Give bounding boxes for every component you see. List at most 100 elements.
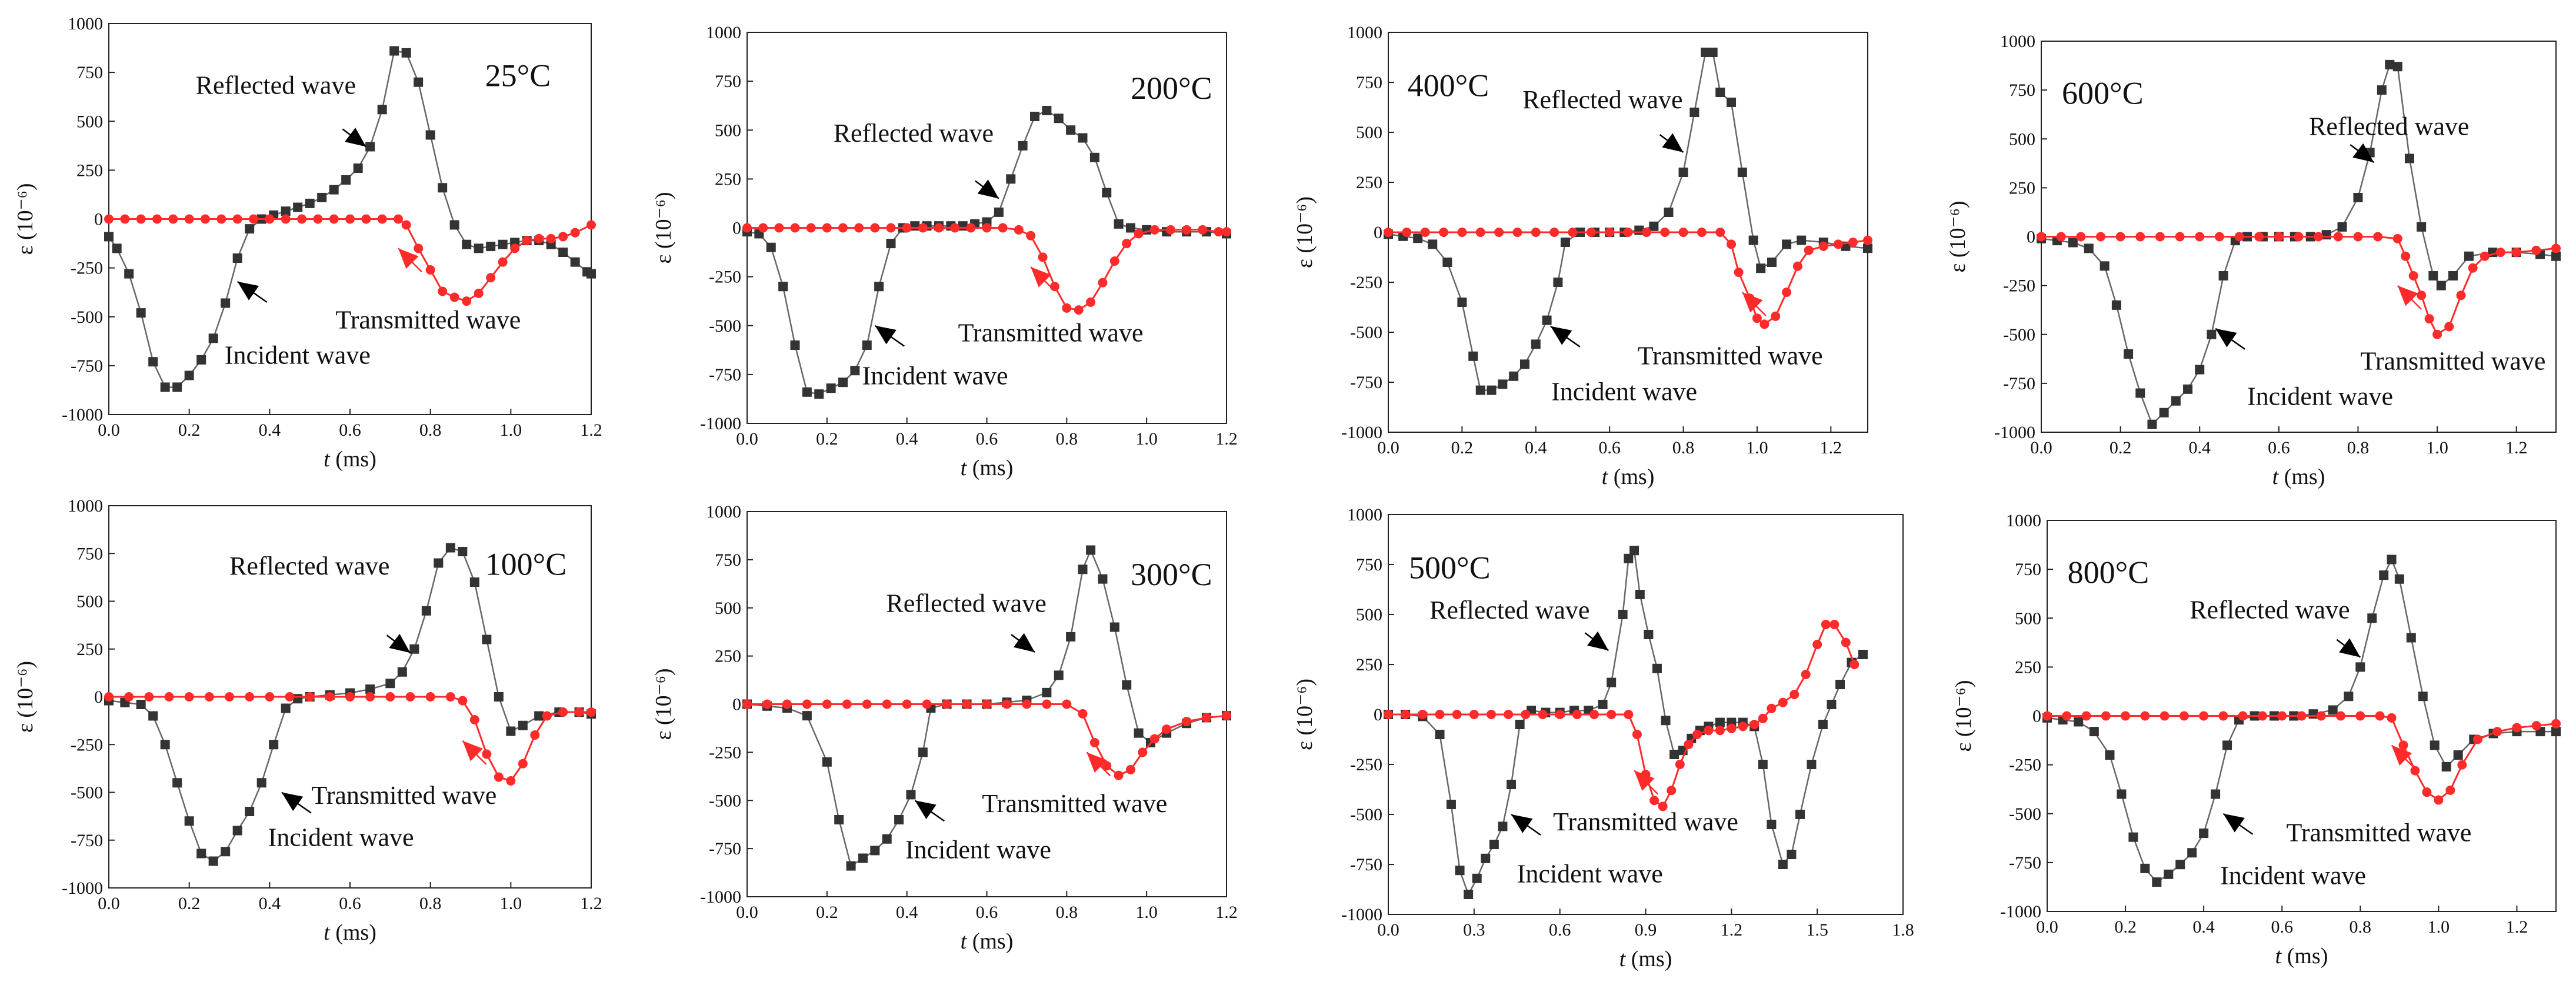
incident-reflected-point — [870, 846, 880, 856]
incident-reflected-point — [862, 340, 872, 350]
incident-reflected-point — [2428, 271, 2438, 280]
x-tick-label: 0.2 — [2110, 438, 2132, 457]
incident-reflected-point — [421, 606, 431, 616]
transmitted-point — [1789, 690, 1799, 699]
incident-reflected-point — [1078, 565, 1088, 575]
y-tick-label: 500 — [1356, 605, 1382, 624]
incident-reflected-point — [1531, 339, 1541, 349]
transmitted-point — [774, 223, 784, 233]
transmitted-point — [469, 715, 479, 724]
incident-reflected-point — [1098, 574, 1108, 584]
incident-reflected-point — [112, 243, 122, 253]
transmitted-point — [1222, 711, 1231, 721]
incident-reflected-point — [1661, 716, 1671, 726]
incident-reflected-point — [256, 778, 266, 788]
transmitted-point — [2410, 766, 2420, 776]
y-tick-label: 0 — [2027, 228, 2035, 247]
incident-reflected-point — [232, 826, 242, 836]
transmitted-point — [2392, 233, 2402, 243]
transmitted-point — [168, 214, 178, 224]
incident-reflected-point — [221, 298, 231, 308]
y-tick-label: 1000 — [1347, 23, 1382, 42]
transmitted-point — [854, 223, 864, 233]
transmitted-point — [2238, 711, 2248, 721]
red-arrow-icon — [1087, 752, 1107, 773]
transmitted-point — [1198, 225, 1208, 235]
transmitted-point — [462, 296, 472, 306]
transmitted-point — [1829, 620, 1839, 629]
y-tick-label: 250 — [76, 161, 103, 180]
transmitted-point — [2468, 263, 2478, 273]
transmitted-point — [1074, 305, 1084, 315]
y-tick-label: -750 — [71, 831, 103, 850]
x-tick-label: 0.0 — [98, 894, 120, 913]
y-tick-label: 750 — [1356, 555, 1382, 575]
incident-reflected-point — [1629, 546, 1639, 556]
transmitted-point — [574, 707, 584, 717]
incident-reflected-point — [1797, 235, 1807, 245]
incident-reflected-point — [2159, 408, 2169, 417]
transmitted-point — [1549, 228, 1559, 237]
black-arrow-icon — [2215, 328, 2237, 348]
incident-reflected-point — [802, 387, 812, 397]
y-tick-label: 750 — [76, 63, 103, 82]
transmitted-point — [2214, 232, 2224, 242]
transmitted-point — [345, 692, 355, 702]
transmitted-point — [1182, 716, 1192, 726]
transmitted-point — [1759, 319, 1769, 329]
transmitted-point — [1138, 747, 1148, 757]
chart-svg: -1000 -750 -500 -250 0 250 500 750 1000 0.0 0.2 0.4… — [1292, 23, 1872, 489]
incident-wave-label: Incident wave — [268, 823, 414, 852]
incident-reflected-wave-line — [108, 547, 592, 863]
transmitted-point — [1109, 256, 1119, 266]
incident-reflected-point — [2187, 848, 2197, 858]
transmitted-point — [1531, 228, 1541, 237]
transmitted-point — [902, 699, 912, 709]
transmitted-point — [2424, 314, 2434, 324]
y-tick-label: 1000 — [2000, 32, 2035, 51]
incident-reflected-point — [269, 740, 279, 750]
transmitted-point — [1014, 225, 1024, 235]
x-tick-label: 0.6 — [976, 429, 998, 449]
chart-svg: -1000 -750 -500 -250 0 250 500 750 1000 0.0 0.3 0.6… — [1292, 505, 1914, 971]
y-tick-label: 1000 — [2006, 511, 2041, 530]
incident-reflected-point — [1122, 680, 1132, 690]
transmitted-point — [313, 214, 323, 224]
y-tick-label: 0 — [1374, 705, 1382, 724]
incident-reflected-point — [1457, 298, 1467, 307]
x-tick-label: 0.4 — [2192, 917, 2215, 937]
transmitted-point — [498, 257, 508, 267]
incident-reflected-point — [2385, 59, 2395, 69]
transmitted-point — [2355, 711, 2365, 721]
incident-reflected-point — [1413, 233, 1423, 243]
x-tick-label: 1.0 — [500, 894, 522, 913]
transmitted-point — [2062, 711, 2072, 721]
transmitted-point — [2417, 290, 2427, 300]
transmitted-point — [922, 699, 932, 709]
incident-reflected-point — [1708, 48, 1718, 57]
transmitted-point — [870, 223, 880, 233]
transmitted-point — [1863, 235, 1872, 245]
transmitted-point — [1848, 238, 1858, 247]
transmitted-point — [2401, 251, 2411, 261]
x-axis-title: t (ms) — [2272, 465, 2325, 489]
x-tick-label: 0.8 — [2347, 438, 2370, 457]
transmitted-point — [297, 214, 306, 224]
chart-svg: -1000 -750 -500 -250 0 250 500 750 1000 0.0 0.2 0.4… — [1951, 511, 2561, 968]
incident-reflected-point — [172, 778, 182, 788]
y-tick-label: 500 — [2015, 609, 2041, 628]
transmitted-wave-line — [109, 696, 591, 782]
transmitted-point — [1402, 228, 1412, 237]
transmitted-point — [1632, 730, 1642, 739]
transmitted-point — [1782, 288, 1792, 297]
x-tick-label: 0.2 — [2114, 917, 2137, 937]
x-tick-label: 1.2 — [580, 894, 602, 913]
transmitted-point — [1715, 228, 1725, 237]
x-tick-label: 0.8 — [1056, 429, 1078, 449]
incident-reflected-point — [365, 684, 375, 694]
transmitted-point — [1042, 699, 1052, 709]
x-tick-label: 0.0 — [736, 903, 758, 922]
incident-reflected-point — [2404, 153, 2414, 163]
transmitted-point — [265, 692, 275, 702]
y-tick-label: -750 — [1350, 373, 1382, 392]
